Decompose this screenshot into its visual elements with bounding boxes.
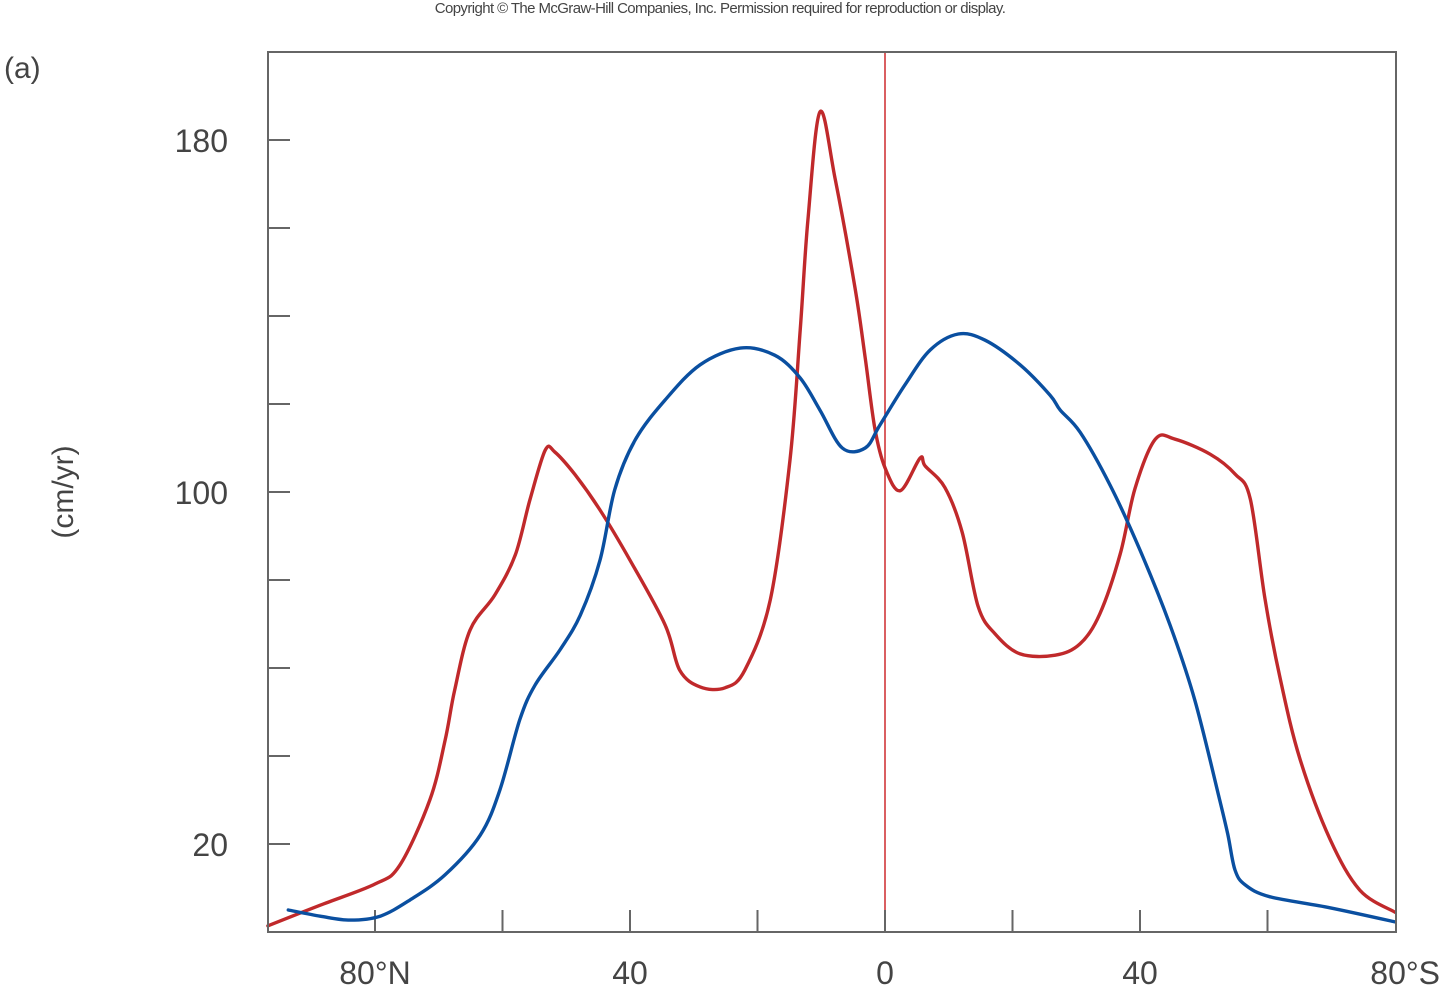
copyright-notice: Copyright © The McGraw-Hill Companies, I… (434, 0, 1006, 17)
blue-curve-line (286, 331, 1397, 924)
data-series (266, 109, 1397, 928)
x-tick-label: 80°S (1370, 955, 1440, 991)
x-tick-label: 80°N (339, 955, 411, 991)
axis-ticks (268, 139, 1269, 932)
x-tick-label: 40 (612, 955, 648, 991)
panel-label: (a) (4, 52, 41, 85)
y-tick-label: 180 (175, 123, 228, 159)
y-tick-label: 20 (192, 827, 228, 863)
y-tick-label: 100 (175, 475, 228, 511)
red-curve-line (266, 109, 1397, 928)
x-tick-label: 40 (1122, 955, 1158, 991)
x-tick-label: 0 (876, 955, 894, 991)
plot-frame (267, 51, 1397, 933)
tick-labels: 20 100 180 80°N 40 0 40 80°S (175, 123, 1440, 991)
